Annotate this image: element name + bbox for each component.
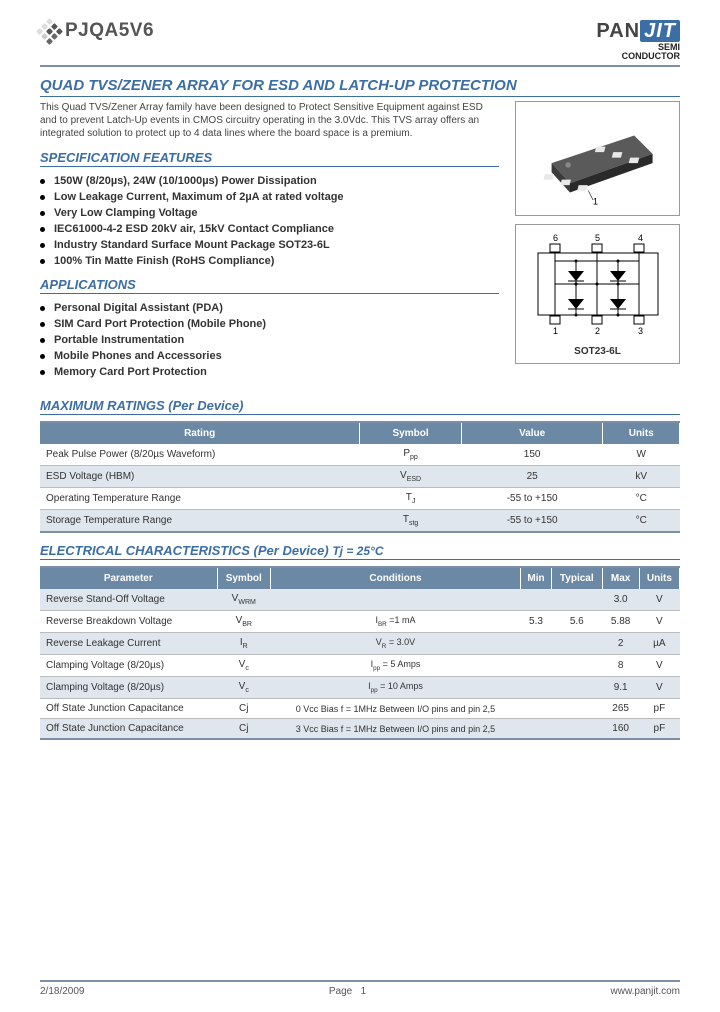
package-3d-box: 1	[515, 101, 680, 216]
table-row: Off State Junction CapacitanceCj0 Vcc Bi…	[40, 699, 680, 719]
table-row: Peak Pulse Power (8/20µs Waveform)Ppp150…	[40, 444, 680, 466]
footer-page: Page 1	[329, 986, 366, 997]
schematic-box: 6 5 4	[515, 224, 680, 364]
max-ratings-heading: MAXIMUM RATINGS (Per Device)	[40, 398, 680, 415]
table-row: Reverse Leakage CurrentIRVR = 3.0V2µA	[40, 633, 680, 655]
table-row: Clamping Voltage (8/20µs)VcIpp = 10 Amps…	[40, 677, 680, 699]
elec-cond: Tj = 25°C	[332, 544, 383, 558]
app-item: SIM Card Port Protection (Mobile Phone)	[40, 316, 499, 332]
svg-text:5: 5	[595, 233, 600, 243]
app-heading: APPLICATIONS	[40, 277, 499, 294]
table-row: Reverse Stand-Off VoltageVWRM3.0V	[40, 589, 680, 611]
package-label: SOT23-6L	[522, 346, 673, 357]
schematic-icon: 6 5 4	[528, 231, 668, 341]
max-ratings-table: RatingSymbolValueUnits Peak Pulse Power …	[40, 421, 680, 533]
main-title: QUAD TVS/ZENER ARRAY FOR ESD AND LATCH-U…	[40, 77, 680, 97]
app-list: Personal Digital Assistant (PDA)SIM Card…	[40, 300, 499, 380]
elec-table: ParameterSymbolConditionsMinTypicalMaxUn…	[40, 566, 680, 740]
table-row: Storage Temperature RangeTstg-55 to +150…	[40, 510, 680, 533]
spec-item: Very Low Clamping Voltage	[40, 205, 499, 221]
spec-item: Industry Standard Surface Mount Package …	[40, 237, 499, 253]
header-left: PJQA5V6	[40, 20, 154, 42]
package-3d-icon: 1	[522, 108, 673, 209]
brand-jit: JIT	[640, 20, 680, 42]
spec-item: 100% Tin Matte Finish (RoHS Compliance)	[40, 253, 499, 269]
footer: 2/18/2009 Page 1 www.panjit.com	[40, 980, 680, 997]
footer-url: www.panjit.com	[611, 986, 680, 997]
brand-pan: PAN	[596, 20, 640, 42]
app-item: Memory Card Port Protection	[40, 364, 499, 380]
svg-text:4: 4	[638, 233, 643, 243]
footer-date: 2/18/2009	[40, 986, 85, 997]
app-item: Portable Instrumentation	[40, 332, 499, 348]
table-row: Off State Junction CapacitanceCj3 Vcc Bi…	[40, 719, 680, 740]
elec-heading: ELECTRICAL CHARACTERISTICS (Per Device) …	[40, 543, 680, 560]
brand-sub2: CONDUCTOR	[596, 52, 680, 61]
intro-text: This Quad TVS/Zener Array family have be…	[40, 101, 499, 140]
table-row: Clamping Voltage (8/20µs)VcIpp = 5 Amps8…	[40, 655, 680, 677]
app-item: Personal Digital Assistant (PDA)	[40, 300, 499, 316]
part-number: PJQA5V6	[65, 20, 154, 42]
spec-item: Low Leakage Current, Maximum of 2µA at r…	[40, 189, 499, 205]
table-row: Operating Temperature RangeTJ-55 to +150…	[40, 488, 680, 510]
table-row: Reverse Breakdown VoltageVBRIBR =1 mA5.3…	[40, 611, 680, 633]
table-row: ESD Voltage (HBM)VESD25kV	[40, 466, 680, 488]
svg-text:6: 6	[553, 233, 558, 243]
svg-text:1: 1	[553, 326, 558, 336]
logo-dots-icon	[36, 18, 63, 45]
app-item: Mobile Phones and Accessories	[40, 348, 499, 364]
spec-heading: SPECIFICATION FEATURES	[40, 150, 499, 167]
header: PJQA5V6 PANJIT SEMI CONDUCTOR	[40, 20, 680, 67]
brand-logo: PANJIT SEMI CONDUCTOR	[596, 20, 680, 61]
svg-text:3: 3	[638, 326, 643, 336]
spec-list: 150W (8/20µs), 24W (10/1000µs) Power Dis…	[40, 173, 499, 269]
spec-item: 150W (8/20µs), 24W (10/1000µs) Power Dis…	[40, 173, 499, 189]
svg-text:2: 2	[595, 326, 600, 336]
elec-heading-text: ELECTRICAL CHARACTERISTICS (Per Device)	[40, 543, 329, 558]
pin1-label: 1	[593, 196, 598, 206]
spec-item: IEC61000-4-2 ESD 20kV air, 15kV Contact …	[40, 221, 499, 237]
